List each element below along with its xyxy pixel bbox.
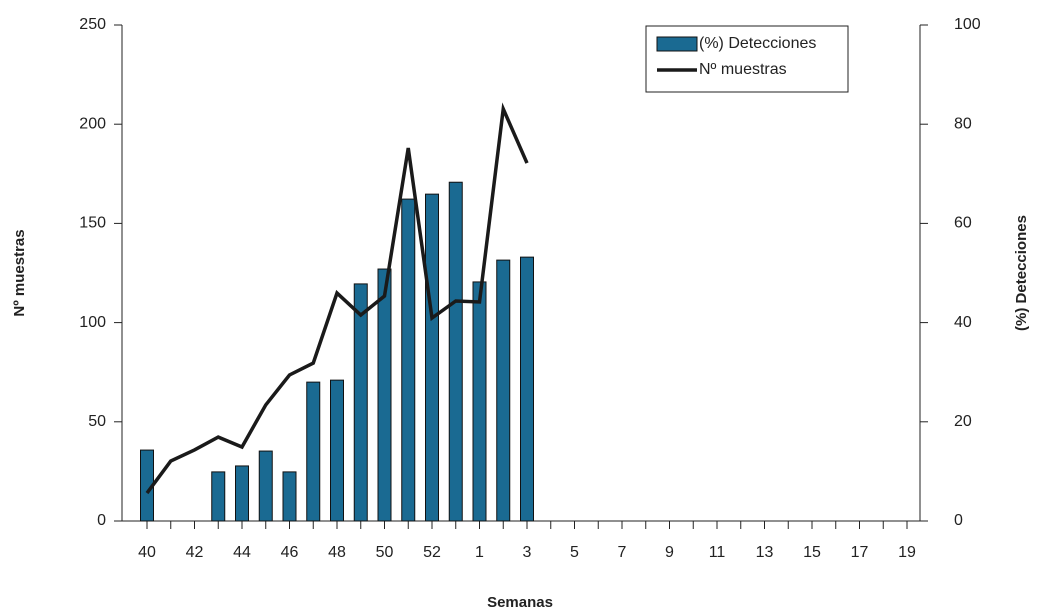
y2-tick-label: 100	[954, 16, 981, 33]
bar	[520, 256, 534, 522]
bar	[330, 379, 344, 522]
bar	[377, 268, 392, 522]
x-tick-label: 9	[665, 544, 674, 561]
bar	[306, 381, 321, 522]
bar	[496, 259, 511, 522]
x-tick-label: 5	[570, 544, 579, 561]
line	[145, 102, 529, 495]
x-tick-label: 48	[328, 544, 346, 561]
x-tick-label: 40	[138, 544, 156, 561]
legend-label: (%) Detecciones	[699, 35, 816, 52]
x-tick-label: 46	[281, 544, 299, 561]
x-tick-label: 44	[233, 544, 251, 561]
x-tick-label: 1	[475, 544, 484, 561]
x-tick-label: 3	[523, 544, 532, 561]
x-tick-label: 19	[898, 544, 916, 561]
bar	[211, 471, 226, 522]
legend-swatch	[656, 36, 698, 52]
bar	[448, 181, 463, 522]
x-axis-title: Semanas	[487, 594, 553, 610]
y2-tick-label: 20	[954, 413, 972, 430]
bar	[425, 193, 439, 522]
x-tick-label: 11	[709, 544, 726, 561]
y-tick-label: 0	[97, 512, 106, 529]
y2-axis-title: (%) Detecciones	[1013, 215, 1030, 331]
bar	[282, 471, 297, 522]
y-tick-label: 100	[79, 314, 106, 331]
y2-tick-label: 80	[954, 115, 972, 132]
x-tick-label: 42	[186, 544, 204, 561]
y-tick-label: 150	[79, 215, 106, 232]
legend-label: Nº muestras	[699, 61, 787, 78]
y-tick-label: 50	[88, 413, 106, 430]
y2-tick-label: 60	[954, 215, 972, 232]
x-tick-label: 17	[851, 544, 869, 561]
x-tick-label: 50	[376, 544, 394, 561]
bar	[235, 465, 249, 522]
y-tick-label: 200	[79, 115, 106, 132]
x-tick-label: 52	[423, 544, 441, 561]
y-axis-title: Nº muestras	[11, 229, 28, 316]
x-tick-label: 7	[618, 544, 627, 561]
y-tick-label: 250	[79, 16, 106, 33]
bar	[401, 198, 416, 522]
x-tick-label: 13	[756, 544, 774, 561]
bar	[353, 283, 368, 522]
y2-tick-label: 0	[954, 512, 963, 529]
x-tick-label: 15	[803, 544, 821, 561]
y2-tick-label: 40	[954, 314, 972, 331]
bar	[472, 281, 487, 522]
bar	[258, 450, 273, 522]
